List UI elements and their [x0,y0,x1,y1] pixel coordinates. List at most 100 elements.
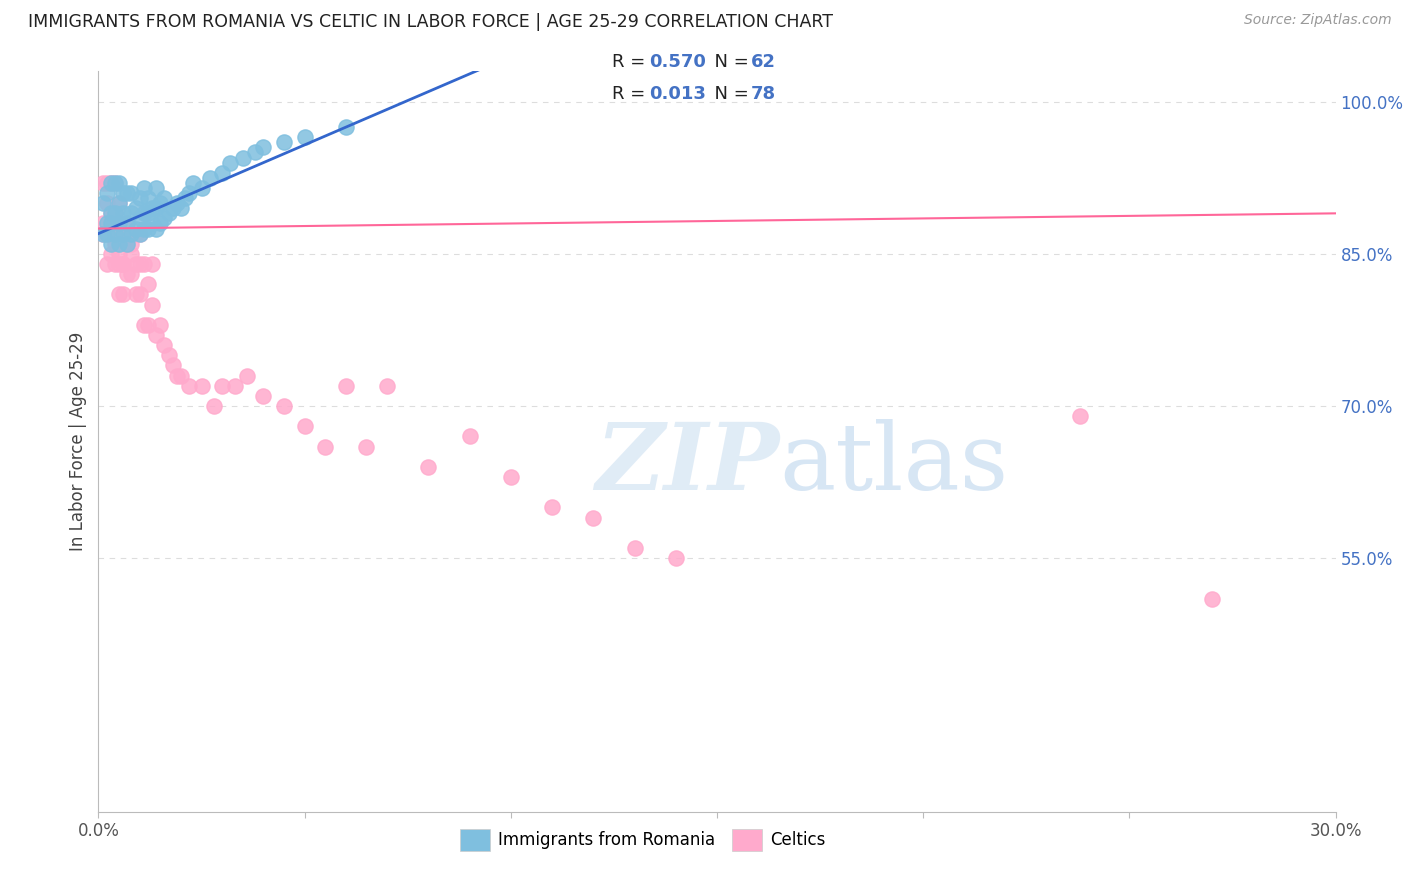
Point [91,217,114,231]
Point [582,510,605,524]
Point [108,227,131,241]
Point [124,287,146,301]
Text: 0.570: 0.570 [650,54,706,71]
Point [162,201,184,215]
Point [136,221,159,235]
Text: R =: R = [612,85,651,103]
Point [219,155,242,169]
Point [120,247,142,261]
Point [224,378,246,392]
Point [541,500,564,515]
Point [117,186,139,200]
Point [1201,591,1223,606]
Point [335,120,357,135]
Point [162,359,184,373]
Point [243,145,266,160]
Point [252,389,274,403]
Point [100,236,122,251]
Point [100,206,122,220]
Point [232,151,254,165]
Point [252,140,274,154]
Point [117,236,139,251]
Point [141,298,163,312]
Point [166,368,188,383]
Point [170,368,193,383]
Text: N =: N = [703,54,755,71]
Point [112,186,135,200]
Text: N =: N = [703,85,755,103]
Y-axis label: In Labor Force | Age 25-29: In Labor Force | Age 25-29 [69,332,87,551]
Point [141,201,163,215]
Point [149,217,172,231]
Point [96,227,118,241]
Point [112,227,135,241]
Point [211,378,233,392]
Point [128,211,150,226]
Point [120,206,142,220]
Point [132,257,155,271]
Point [108,257,131,271]
Point [100,227,122,241]
Point [104,206,127,220]
Point [418,459,440,474]
Point [145,181,167,195]
Point [117,236,139,251]
Point [157,348,180,362]
Point [145,201,167,215]
Point [112,287,135,301]
Point [136,206,159,220]
Point [190,181,212,195]
Point [128,191,150,205]
Legend: Immigrants from Romania, Celtics: Immigrants from Romania, Celtics [451,821,834,859]
Point [104,176,127,190]
Point [120,227,142,241]
Point [104,236,127,251]
Point [141,217,163,231]
Point [181,176,204,190]
Point [128,287,150,301]
Point [458,429,481,443]
Point [499,470,522,484]
Point [124,257,146,271]
Point [100,176,122,190]
Point [179,186,201,200]
Point [108,287,131,301]
Text: atlas: atlas [779,418,1008,508]
Text: R =: R = [612,54,651,71]
Point [314,440,336,454]
Point [96,227,118,241]
Point [145,328,167,343]
Point [120,227,142,241]
Text: ZIP: ZIP [595,418,779,508]
Point [108,236,131,251]
Point [170,201,193,215]
Point [294,419,316,434]
Point [335,378,357,392]
Point [273,136,295,150]
Point [96,196,118,211]
Point [128,227,150,241]
Point [112,227,135,241]
Point [132,206,155,220]
Point [294,130,316,145]
Point [128,227,150,241]
Point [112,257,135,271]
Point [112,257,135,271]
Point [108,217,131,231]
Text: IMMIGRANTS FROM ROMANIA VS CELTIC IN LABOR FORCE | AGE 25-29 CORRELATION CHART: IMMIGRANTS FROM ROMANIA VS CELTIC IN LAB… [28,13,834,31]
Point [132,181,155,195]
Point [104,206,127,220]
Point [124,227,146,241]
Point [124,221,146,235]
Point [375,378,398,392]
Point [100,217,122,231]
Point [141,257,163,271]
Point [91,227,114,241]
Point [108,196,131,211]
Point [153,211,176,226]
Point [132,318,155,332]
Point [100,217,122,231]
Point [104,227,127,241]
Point [112,206,135,220]
Point [179,378,201,392]
